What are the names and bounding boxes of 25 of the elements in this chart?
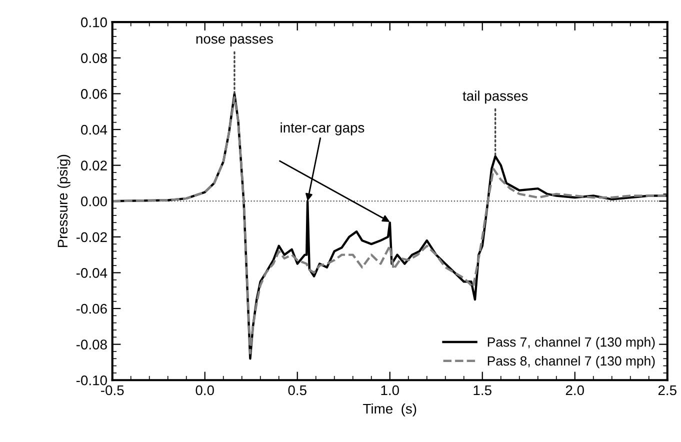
annotation: nose passes bbox=[196, 36, 273, 46]
x-tick-label: 2.0 bbox=[566, 385, 584, 396]
y-tick-label: -0.08 bbox=[76, 340, 107, 350]
y-tick-label: 0.10 bbox=[81, 17, 107, 28]
y-tick-label: 0.08 bbox=[81, 53, 107, 64]
y-axis-title: Pressure (psig) bbox=[57, 154, 70, 248]
legend-label: Pass 8, channel 7 (130 mph) bbox=[488, 356, 655, 368]
y-tick-label: -0.06 bbox=[76, 304, 107, 314]
y-tick-label: -0.02 bbox=[76, 232, 107, 242]
y-tick-label: -0.04 bbox=[76, 268, 108, 278]
x-tick-label: 0.0 bbox=[196, 385, 214, 396]
x-tick-label: 1.5 bbox=[474, 385, 492, 396]
x-axis-title: Time (s) bbox=[363, 403, 416, 416]
y-tick-label: -0.10 bbox=[76, 375, 107, 386]
x-tick-label: 2.5 bbox=[658, 385, 676, 396]
x-tick-label: 1.0 bbox=[381, 385, 399, 396]
y-tick-label: 0.00 bbox=[81, 196, 107, 206]
legend-label: Pass 7, channel 7 (130 mph) bbox=[488, 337, 655, 350]
x-tick-label: 0.5 bbox=[288, 385, 306, 396]
x-tick-label: -0.5 bbox=[101, 385, 124, 396]
annotation: inter-car gaps bbox=[280, 122, 364, 136]
y-tick-label: 0.02 bbox=[81, 160, 107, 170]
y-tick-label: 0.04 bbox=[81, 124, 108, 135]
y-tick-label: 0.06 bbox=[81, 89, 107, 99]
annotation: tail passes bbox=[462, 90, 528, 104]
